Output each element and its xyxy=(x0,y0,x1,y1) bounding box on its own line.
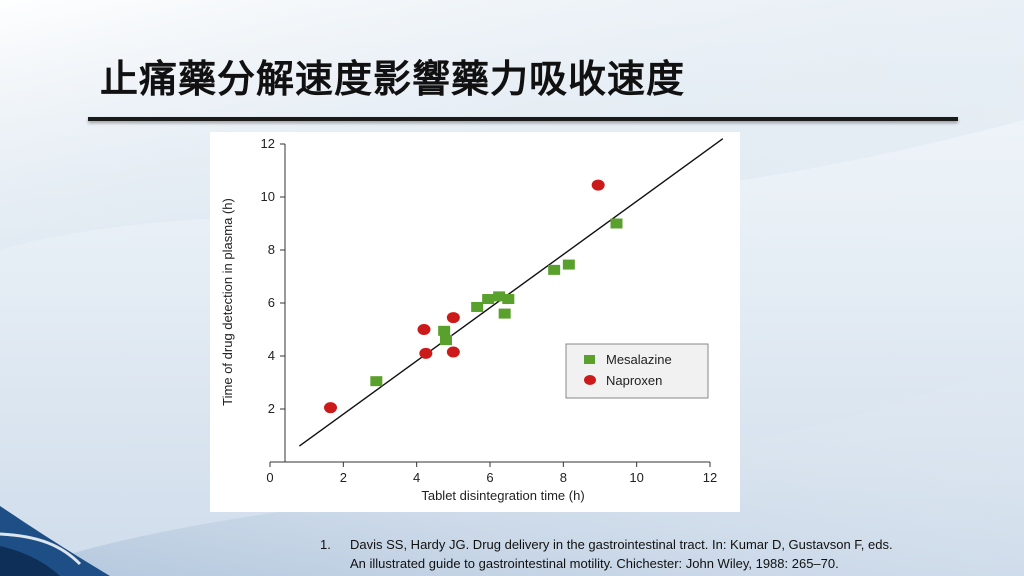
x-axis-label: Tablet disintegration time (h) xyxy=(421,488,584,503)
mesalazine-point xyxy=(610,218,623,229)
chart-panel: 0 2 4 6 8 10 12 2 4 6 8 10 12 Tablet disintegration … xyxy=(210,132,740,512)
mesalazine-point xyxy=(502,294,515,305)
mesalazine-point xyxy=(498,308,511,319)
reference-line-1: Davis SS, Hardy JG. Drug delivery in the… xyxy=(350,537,893,552)
naproxen-point xyxy=(417,324,431,335)
naproxen-point xyxy=(446,346,460,358)
x-tick-label: 8 xyxy=(560,470,567,485)
legend-mesalazine-marker xyxy=(584,355,595,364)
y-tick-label: 4 xyxy=(268,348,275,363)
reference-number: 1. xyxy=(320,537,331,552)
scatter-chart: 0 2 4 6 8 10 12 2 4 6 8 10 12 Tablet disintegration … xyxy=(220,136,724,503)
x-tick-label: 2 xyxy=(340,470,347,485)
naproxen-point xyxy=(324,402,337,414)
y-tick-label: 6 xyxy=(268,295,275,310)
title-underline xyxy=(88,117,958,121)
x-tick-label: 6 xyxy=(486,470,493,485)
mesalazine-point xyxy=(370,376,383,387)
mesalazine-point xyxy=(440,335,452,346)
x-tick-label: 0 xyxy=(266,470,273,485)
legend-mesalazine-label: Mesalazine xyxy=(606,352,672,367)
y-tick-label: 10 xyxy=(261,189,275,204)
y-axis-label: Time of drug detection in plasma (h) xyxy=(220,198,235,406)
reference-line-2: An illustrated guide to gastrointestinal… xyxy=(350,556,839,571)
reference-citation: 1. Davis SS, Hardy JG. Drug delivery in … xyxy=(320,535,1020,573)
y-tick-label: 2 xyxy=(268,401,275,416)
y-tick-label: 12 xyxy=(261,136,275,151)
x-tick-label: 4 xyxy=(413,470,420,485)
mesalazine-point xyxy=(438,325,451,336)
chart-legend: Mesalazine Naproxen xyxy=(565,343,709,399)
mesalazine-point xyxy=(471,301,484,312)
mesalazine-point xyxy=(548,264,561,275)
x-tick-label: 10 xyxy=(629,470,643,485)
y-tick-label: 8 xyxy=(268,242,275,257)
chart-ticks: 0 2 4 6 8 10 12 2 4 6 8 10 12 xyxy=(261,136,718,485)
naproxen-point xyxy=(419,347,433,359)
slide-title: 止痛藥分解速度影響藥力吸收速度 xyxy=(100,56,686,101)
naproxen-point xyxy=(446,312,460,324)
trend-line xyxy=(298,138,724,447)
x-tick-label: 12 xyxy=(703,470,717,485)
legend-naproxen-label: Naproxen xyxy=(606,373,662,388)
chart-points xyxy=(324,179,623,414)
mesalazine-point xyxy=(482,294,495,305)
legend-box xyxy=(565,343,709,399)
naproxen-point xyxy=(591,179,605,191)
mesalazine-point xyxy=(562,259,575,270)
legend-naproxen-marker xyxy=(584,375,596,385)
corner-decoration xyxy=(0,506,110,576)
mesalazine-point xyxy=(493,291,506,302)
